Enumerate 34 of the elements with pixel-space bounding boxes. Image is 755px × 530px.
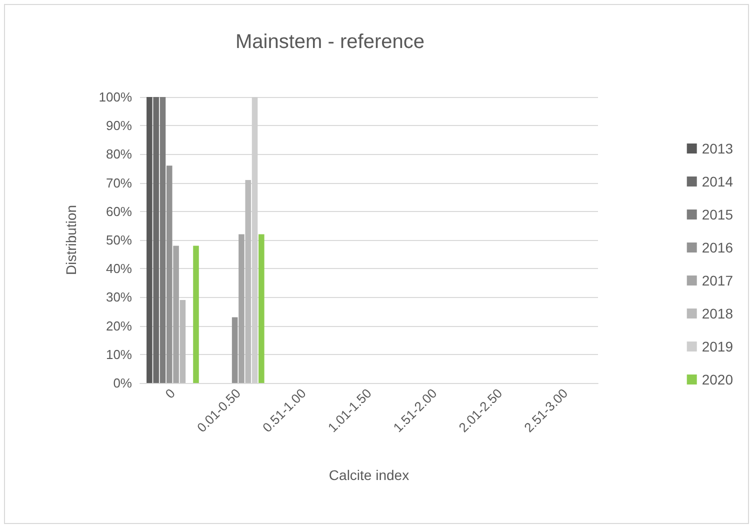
y-tick-label: 80% (106, 146, 132, 162)
legend-label: 2019 (702, 338, 734, 354)
y-tick-label: 90% (106, 118, 132, 134)
y-tick-label: 30% (106, 290, 132, 305)
bar (238, 234, 244, 383)
y-tick-label: 70% (106, 175, 132, 190)
y-tick-label: 60% (106, 204, 132, 219)
bar (193, 246, 199, 383)
bar (258, 234, 264, 383)
legend-label: 2014 (702, 174, 734, 190)
bar (180, 300, 186, 383)
x-axis-title: Calcite index (328, 467, 410, 483)
legend-label: 2017 (702, 272, 734, 288)
bar (166, 166, 172, 383)
bar (160, 97, 166, 383)
y-tick-label: 40% (106, 261, 132, 276)
x-tick-label: 0 (162, 386, 178, 402)
y-tick-label: 10% (106, 346, 132, 362)
legend-label: 2018 (702, 306, 734, 322)
bar (153, 97, 159, 383)
legend-label: 2016 (702, 240, 734, 256)
legend-label: 2013 (702, 140, 734, 156)
bar (146, 97, 152, 383)
legend-label: 2015 (702, 206, 734, 222)
bar (245, 180, 252, 383)
y-tick-label: 20% (106, 318, 132, 334)
y-tick-label: 50% (106, 232, 132, 248)
legend-label: 2020 (702, 372, 734, 388)
y-tick-label: 0% (113, 376, 132, 390)
chart-title: Mainstem - reference (236, 31, 424, 53)
bar (173, 246, 179, 383)
y-axis-title: Distribution (63, 204, 79, 276)
y-tick-label: 100% (98, 90, 132, 104)
bar (232, 317, 238, 383)
